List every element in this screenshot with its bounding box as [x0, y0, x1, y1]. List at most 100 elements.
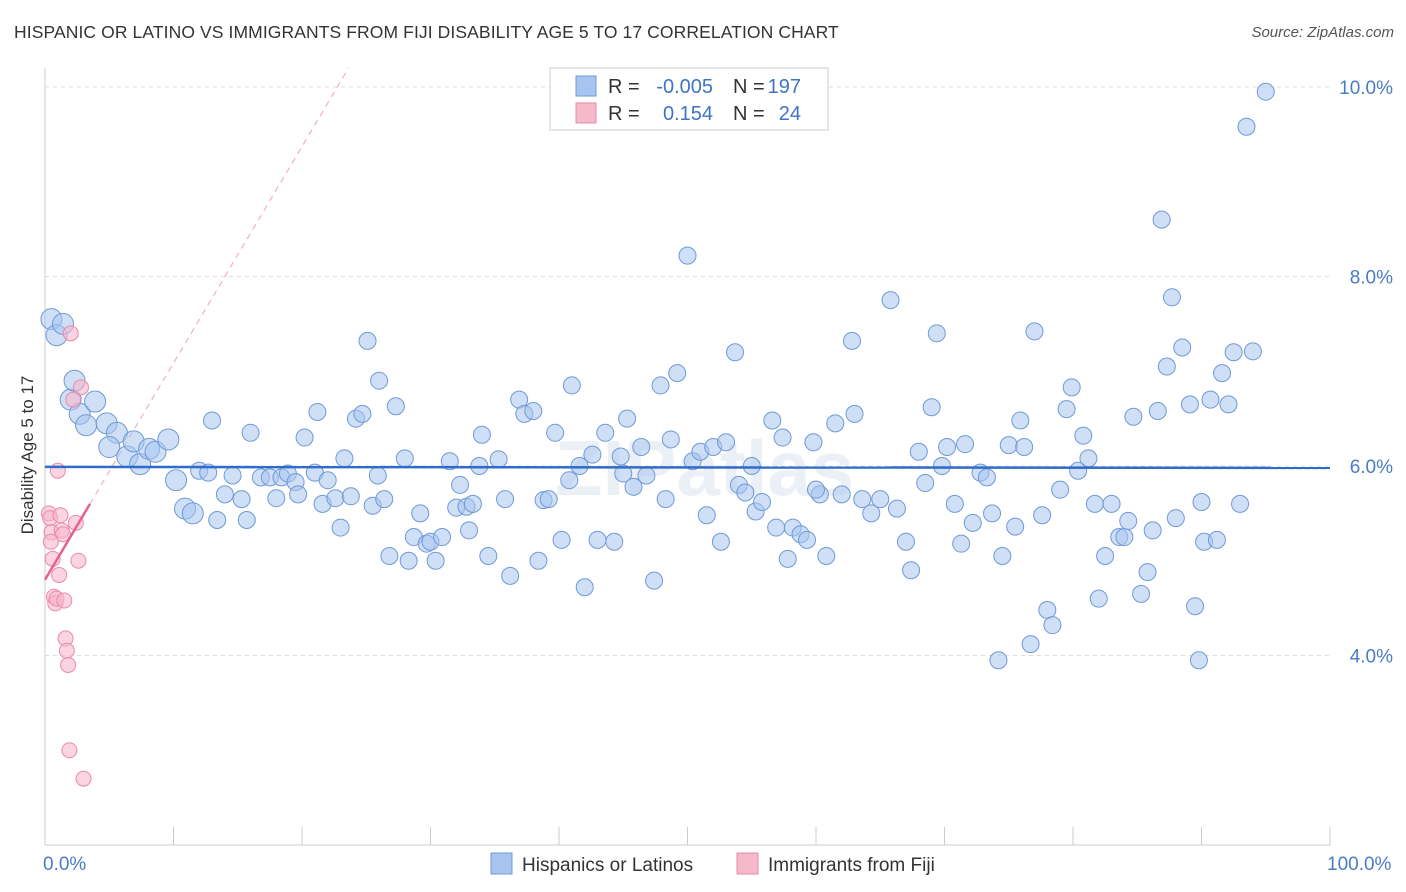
hispanic-point: [618, 409, 637, 428]
hispanic-point: [308, 402, 327, 421]
hispanic-point: [84, 390, 107, 413]
hispanic-point: [1079, 449, 1098, 468]
hispanic-point: [440, 452, 459, 471]
hispanic-point: [208, 510, 227, 529]
hispanic-point: [1015, 438, 1034, 457]
fiji-trend-extension: [89, 67, 350, 505]
hispanic-point: [1043, 616, 1062, 635]
hispanic-point: [778, 549, 797, 568]
legend-n-value-1: 197: [768, 76, 801, 98]
hispanic-point: [1192, 492, 1211, 511]
hispanic-point: [1207, 530, 1226, 549]
fiji-point: [75, 770, 92, 787]
hispanic-point: [726, 343, 745, 362]
hispanic-point: [341, 487, 360, 506]
hispanic-point: [1157, 357, 1176, 376]
hispanic-point: [989, 651, 1008, 670]
hispanic-point: [215, 485, 234, 504]
hispanic-point: [232, 490, 251, 509]
hispanic-point: [237, 510, 256, 529]
bottom-legend-swatch-blue: [490, 852, 513, 875]
hispanic-point: [1021, 635, 1040, 654]
hispanic-point: [501, 566, 520, 585]
hispanic-point: [358, 331, 377, 350]
hispanic-point: [353, 404, 372, 423]
hispanic-point: [1011, 411, 1030, 430]
hispanic-point: [1102, 494, 1121, 513]
hispanic-point: [1162, 288, 1181, 307]
hispanic-point: [651, 376, 670, 395]
legend-n-label-2: N =: [733, 103, 765, 125]
hispanic-point: [1085, 494, 1104, 513]
hispanic-point: [1186, 597, 1205, 616]
hispanic-point: [804, 433, 823, 452]
hispanic-point: [697, 506, 716, 525]
legend-swatch-pink: [575, 102, 597, 124]
hispanic-point: [896, 532, 915, 551]
hispanic-point: [463, 494, 482, 513]
hispanic-point: [1173, 338, 1192, 357]
hispanic-point: [470, 456, 489, 475]
hispanic-point: [977, 468, 996, 487]
hispanic-point: [1038, 601, 1057, 620]
fiji-point: [49, 462, 66, 479]
chart-title: HISPANIC OR LATINO VS IMMIGRANTS FROM FI…: [14, 22, 839, 42]
hispanic-point: [645, 571, 664, 590]
hispanic-point: [386, 397, 405, 416]
hispanic-point: [678, 246, 697, 265]
hispanic-point: [1143, 521, 1162, 540]
hispanic-point: [583, 445, 602, 464]
hispanic-point: [798, 530, 817, 549]
y-tick-labels: 4.0% 6.0% 8.0% 10.0%: [1339, 78, 1393, 668]
hispanic-point: [853, 490, 872, 509]
hispanic-point: [181, 502, 204, 525]
legend-r-label-1: R =: [608, 76, 640, 98]
y-tick-label: 6.0%: [1350, 457, 1393, 478]
hispanic-point: [98, 436, 121, 459]
hispanic-point: [938, 438, 957, 457]
hispanic-point: [902, 561, 921, 580]
hispanic-point: [871, 490, 890, 509]
hispanic-point: [1148, 402, 1167, 421]
hispanic-point: [826, 414, 845, 433]
hispanic-point: [460, 521, 479, 540]
hispanic-point: [399, 551, 418, 570]
gridlines: [45, 86, 1330, 656]
fiji-points: [40, 325, 92, 787]
hispanic-point: [887, 499, 906, 518]
hispanic-point: [199, 463, 218, 482]
hispanic-point: [331, 518, 350, 537]
hispanic-point: [472, 425, 491, 444]
hispanic-point: [817, 546, 836, 565]
hispanic-point: [637, 466, 656, 485]
hispanic-point: [1231, 494, 1250, 513]
hispanic-point: [570, 456, 589, 475]
hispanic-point: [380, 546, 399, 565]
hispanic-point: [922, 398, 941, 417]
hispanic-point: [75, 414, 98, 437]
x-ticks: [173, 827, 1331, 845]
source-label: Source: ZipAtlas.com: [1251, 24, 1394, 41]
legend-r-value-2: 0.154: [663, 103, 713, 125]
hispanic-point: [318, 471, 337, 490]
x-tick-label-max: 100.0%: [1327, 854, 1392, 875]
hispanic-point: [661, 430, 680, 449]
bottom-legend: Hispanics or Latinos Immigrants from Fij…: [490, 852, 935, 876]
y-tick-label: 4.0%: [1350, 646, 1393, 667]
hispanic-point: [916, 474, 935, 493]
hispanic-point: [767, 518, 786, 537]
hispanic-point: [999, 436, 1018, 455]
hispanic-trend-line: [44, 465, 1331, 470]
hispanic-point: [963, 513, 982, 532]
hispanic-point: [375, 490, 394, 509]
fiji-point: [56, 592, 73, 609]
legend-r-value-1: -0.005: [656, 76, 713, 98]
fiji-point: [65, 391, 82, 408]
hispanic-point: [1256, 82, 1275, 101]
hispanic-point: [368, 466, 387, 485]
hispanic-point: [546, 423, 565, 442]
fiji-point: [62, 325, 79, 342]
hispanic-point: [736, 483, 755, 502]
bottom-legend-swatch-pink: [736, 852, 759, 875]
